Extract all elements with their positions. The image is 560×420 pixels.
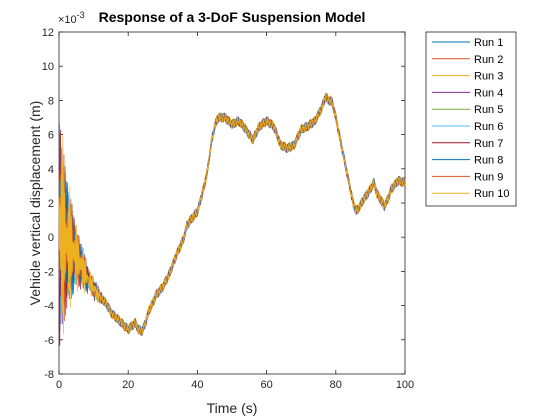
legend-entry-label: Run 2 — [474, 54, 503, 66]
x-tick-label: 60 — [260, 379, 272, 391]
legend-entry-label: Run 8 — [474, 155, 503, 167]
y-tick-label: 10 — [42, 61, 54, 73]
legend-entry-label: Run 7 — [474, 138, 503, 150]
x-tick-label: 80 — [330, 379, 342, 391]
y-tick-label: -2 — [44, 266, 54, 278]
y-tick-label: 0 — [48, 232, 54, 244]
legend-entry-label: Run 10 — [474, 188, 509, 200]
series-line-run-10 — [58, 93, 406, 335]
legend-entry-label: Run 4 — [474, 87, 503, 99]
series-lines — [58, 92, 406, 346]
x-tick-label: 100 — [396, 379, 414, 391]
y-axis-label: Vehicle vertical displacement (m) — [27, 101, 43, 306]
legend-box — [425, 31, 517, 207]
x-axis-label: Time (s) — [207, 400, 258, 416]
legend-entry-label: Run 6 — [474, 121, 503, 133]
y-tick-label: -8 — [44, 369, 54, 381]
legend-entry-label: Run 1 — [474, 37, 503, 49]
y-tick-label: 8 — [48, 95, 54, 107]
x-tick-label: 0 — [56, 379, 62, 391]
y-tick-label: 2 — [48, 198, 54, 210]
legend-entry-label: Run 5 — [474, 104, 503, 116]
y-axis-multiplier: ×10-3 — [58, 10, 85, 26]
chart-title: Response of a 3-DoF Suspension Model — [99, 9, 366, 25]
y-tick-label: 4 — [48, 164, 54, 176]
y-tick-label: -4 — [44, 301, 54, 313]
y-tick-label: 12 — [42, 27, 54, 39]
tick-labels: 0 20 40 60 80 100 -8 -6 -4 -2 0 2 4 6 8 10 12 — [42, 27, 414, 391]
legend-entry-label: Run 3 — [474, 71, 503, 83]
legend: Run 1 Run 2 Run 3 Run 4 Run 5 Run 6 Run 7 Run 8… — [425, 31, 517, 207]
y-tick-label: -6 — [44, 335, 54, 347]
x-tick-label: 40 — [191, 379, 203, 391]
legend-entry-label: Run 9 — [474, 171, 503, 183]
y-tick-label: 6 — [48, 130, 54, 142]
x-tick-label: 20 — [122, 379, 134, 391]
